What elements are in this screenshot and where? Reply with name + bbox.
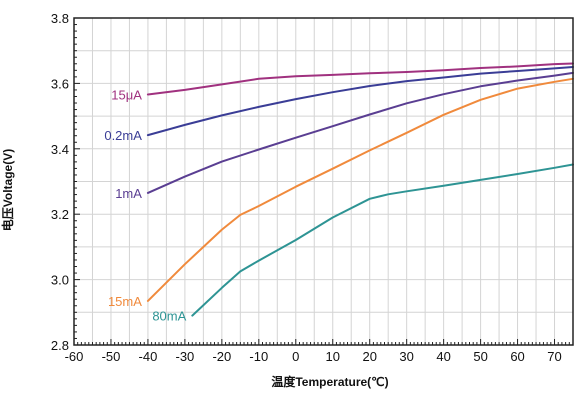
y-tick-label: 3.0 — [51, 273, 69, 288]
x-axis-title: 温度Temperature(℃) — [271, 374, 388, 389]
series-line — [146, 71, 574, 194]
series-label: 15mA — [108, 294, 142, 309]
y-tick-label: 3.8 — [51, 11, 69, 26]
y-axis-title: 电压Voltage(V) — [0, 149, 15, 231]
x-tick-label: -20 — [212, 349, 231, 364]
x-tick-label: 30 — [399, 349, 413, 364]
series-line — [191, 163, 574, 317]
series-label: 1mA — [115, 186, 142, 201]
series-line — [146, 66, 574, 137]
series-label: 80mA — [152, 309, 186, 324]
x-tick-label: 0 — [292, 349, 299, 364]
x-tick-label: -30 — [175, 349, 194, 364]
series-label: 0.2mA — [104, 128, 142, 143]
x-tick-label: -40 — [139, 349, 158, 364]
series-line — [146, 77, 574, 302]
x-tick-label: 70 — [547, 349, 561, 364]
series-label: 15μA — [111, 88, 142, 103]
series-line — [146, 62, 574, 96]
series-labels: 15μA 0.2mA 1mA 15mA 80mA — [104, 88, 186, 324]
axis-ticks: -60 -50 -40 -30 -20 -10 0 10 20 30 40 50 60 70 2.8 3.0 3… — [51, 11, 574, 364]
y-tick-label: 3.6 — [51, 76, 69, 91]
x-tick-label: -60 — [65, 349, 84, 364]
y-tick-label: 3.4 — [51, 142, 69, 157]
x-tick-label: 50 — [473, 349, 487, 364]
x-tick-label: 20 — [362, 349, 376, 364]
grid — [74, 18, 573, 345]
x-tick-label: -10 — [249, 349, 268, 364]
x-tick-label: 60 — [510, 349, 524, 364]
x-tick-label: -50 — [102, 349, 121, 364]
series-lines — [146, 62, 574, 317]
x-tick-label: 40 — [436, 349, 450, 364]
x-tick-label: 10 — [326, 349, 340, 364]
y-tick-label: 2.8 — [51, 338, 69, 353]
y-tick-label: 3.2 — [51, 207, 69, 222]
